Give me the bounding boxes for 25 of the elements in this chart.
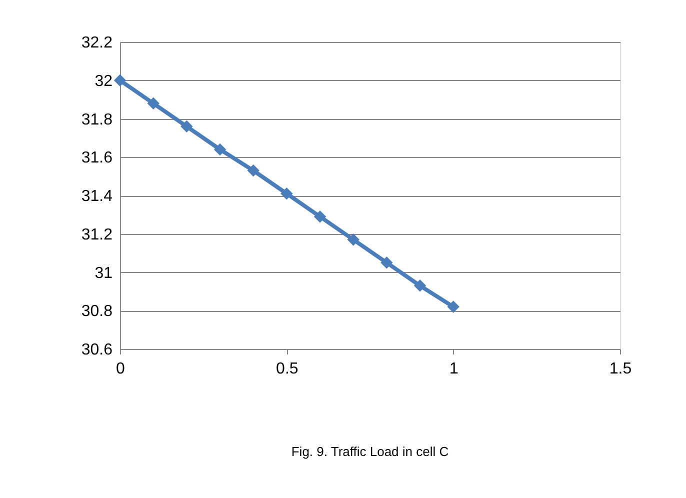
- y-tick-label: 30.6: [81, 342, 113, 358]
- point: [114, 74, 126, 86]
- y-tick-label: 30.8: [81, 303, 113, 320]
- y-tick-label: 31.8: [81, 111, 113, 128]
- point: [180, 120, 193, 133]
- point: [414, 280, 426, 292]
- point: [247, 164, 260, 177]
- point: [347, 234, 360, 246]
- point: [280, 187, 293, 200]
- point: [214, 143, 226, 156]
- y-tick-label: 31.2: [81, 226, 113, 244]
- x-tick-label: 0.5: [276, 360, 298, 378]
- x-tick-label: 1.5: [609, 360, 632, 378]
- point: [147, 97, 160, 110]
- x-tick-label: 0: [116, 360, 126, 378]
- y-tick-label: 32.2: [81, 34, 113, 52]
- y-tick-label: 31.4: [81, 188, 113, 205]
- x-tick-label: 1: [449, 360, 458, 378]
- point: [447, 300, 460, 313]
- point: [380, 256, 393, 269]
- y-tick-label: 31: [94, 264, 113, 282]
- caption: Fig. 9. Traffic Load in cell C: [291, 444, 449, 459]
- point: [314, 210, 326, 223]
- y-tick-label: 32: [94, 72, 113, 90]
- y-tick-label: 31.6: [81, 150, 113, 167]
